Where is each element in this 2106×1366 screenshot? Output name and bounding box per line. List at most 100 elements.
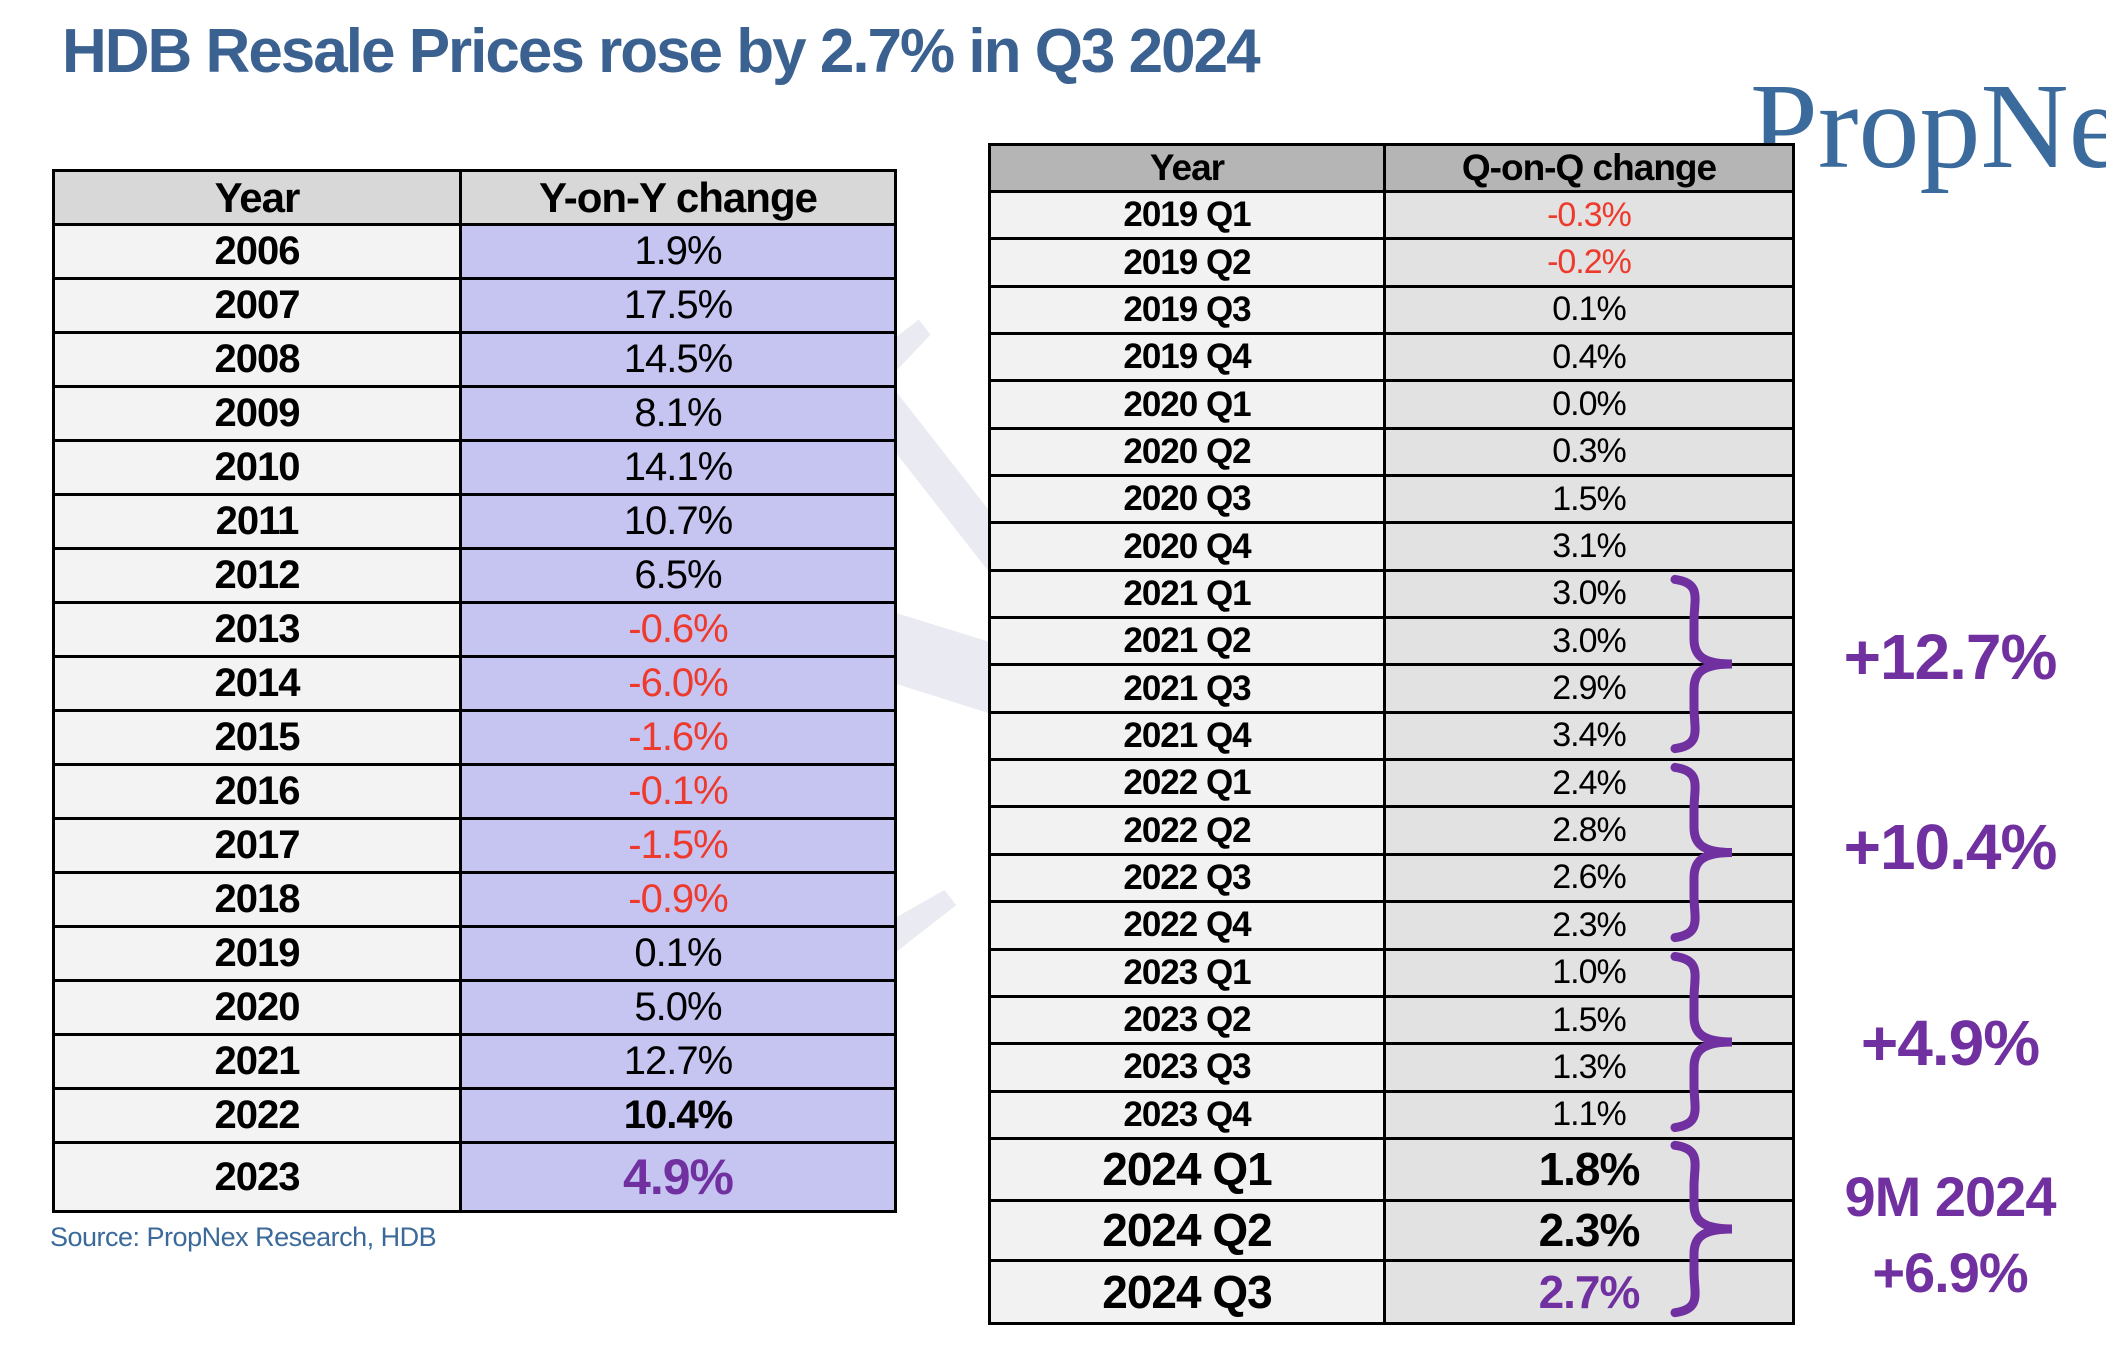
- table-row: 2011 10.7%: [55, 496, 894, 550]
- source-note: Source: PropNex Research, HDB: [50, 1222, 437, 1252]
- year-cell: 2008: [55, 334, 459, 385]
- value-cell: -0.6%: [459, 604, 894, 655]
- year-cell: 2021: [55, 1036, 459, 1087]
- year-cell: 2017: [55, 820, 459, 871]
- qoq-table: Year Q-on-Q change 2019 Q1 -0.3% 2019 Q2-…: [988, 143, 1795, 1325]
- quarter-cell: 2019 Q2: [991, 240, 1383, 285]
- table-row: 2022 Q3 2.6%: [991, 855, 1792, 904]
- table-row: 2021 Q3 2.9%: [991, 666, 1792, 714]
- page-title: HDB Resale Prices rose by 2.7% in Q3 202…: [62, 17, 1261, 86]
- value-cell: -0.2%: [1383, 240, 1792, 285]
- value-cell: 1.5%: [1383, 997, 1792, 1043]
- value-cell: 2.6%: [1383, 855, 1792, 901]
- table-row: 2006 1.9%: [55, 226, 894, 280]
- table-row: 2010 14.1%: [55, 442, 894, 496]
- quarter-cell: 2024 Q3: [991, 1261, 1383, 1322]
- annotation-2022-total: +10.4%: [1843, 811, 2058, 883]
- table-row: 2024 Q3 2.7%: [991, 1261, 1792, 1322]
- year-cell: 2016: [55, 766, 459, 817]
- column-header-yoy-change: Y-on-Y change: [459, 172, 894, 223]
- value-cell: 2.3%: [1383, 903, 1792, 948]
- quarter-cell: 2021 Q4: [991, 713, 1383, 759]
- table-row: 2019 Q4 0.4%: [991, 335, 1792, 383]
- quarter-cell: 2021 Q2: [991, 619, 1383, 664]
- quarter-cell: 2022 Q3: [991, 855, 1383, 901]
- table-row: 2021 12.7%: [55, 1036, 894, 1090]
- value-cell: -1.5%: [459, 820, 894, 871]
- value-cell: 1.9%: [459, 226, 894, 277]
- value-cell: 2.9%: [1383, 666, 1792, 711]
- value-cell: 1.5%: [1383, 477, 1792, 522]
- quarter-cell: 2019 Q4: [991, 335, 1383, 380]
- table-row: 2017 -1.5%: [55, 820, 894, 874]
- quarter-cell: 2022 Q2: [991, 808, 1383, 853]
- table-row: 2021 Q1 3.0%: [991, 571, 1792, 620]
- year-cell: 2022: [55, 1090, 459, 1141]
- table-row: 2022 10.4%: [55, 1090, 894, 1144]
- table-row: 2022 Q4 2.3%: [991, 903, 1792, 951]
- value-cell: -1.6%: [459, 712, 894, 763]
- annotation-2021-total: +12.7%: [1843, 621, 2058, 693]
- value-cell: 1.8%: [1383, 1139, 1792, 1199]
- year-cell: 2010: [55, 442, 459, 493]
- value-cell: 5.0%: [459, 982, 894, 1033]
- table-row: 2019 0.1%: [55, 928, 894, 982]
- table-row: 2020 Q3 1.5%: [991, 477, 1792, 525]
- quarter-cell: 2020 Q2: [991, 429, 1383, 475]
- value-cell: 2.8%: [1383, 808, 1792, 853]
- value-cell: 0.1%: [459, 928, 894, 979]
- year-cell: 2014: [55, 658, 459, 709]
- year-cell: 2019: [55, 928, 459, 979]
- quarter-cell: 2022 Q4: [991, 903, 1383, 948]
- year-cell: 2020: [55, 982, 459, 1033]
- value-cell: -6.0%: [459, 658, 894, 709]
- table-row: 2009 8.1%: [55, 388, 894, 442]
- table-row: 2019 Q2 -0.2%: [991, 240, 1792, 288]
- value-cell: 2.4%: [1383, 761, 1792, 806]
- quarter-cell: 2023 Q2: [991, 997, 1383, 1043]
- quarter-cell: 2024 Q1: [991, 1139, 1383, 1199]
- table-row: 2023 4.9%: [55, 1144, 894, 1210]
- quarter-cell: 2020 Q1: [991, 382, 1383, 427]
- quarter-cell: 2023 Q3: [991, 1045, 1383, 1090]
- yoy-table: Year Y-on-Y change 2006 1.9% 2007 17.5% 20…: [52, 169, 897, 1213]
- quarter-cell: 2019 Q3: [991, 287, 1383, 333]
- quarter-cell: 2021 Q1: [991, 571, 1383, 617]
- quarter-cell: 2020 Q3: [991, 477, 1383, 522]
- value-cell: 17.5%: [459, 280, 894, 331]
- table-row: 2020 5.0%: [55, 982, 894, 1036]
- quarter-cell: 2023 Q4: [991, 1092, 1383, 1137]
- table-header-row: Year Y-on-Y change: [55, 172, 894, 226]
- annotation-9m2024-total: +6.9%: [1872, 1241, 2028, 1304]
- table-row: 2012 6.5%: [55, 550, 894, 604]
- value-cell: 3.1%: [1383, 524, 1792, 569]
- value-cell: 4.9%: [459, 1144, 894, 1210]
- table-row: 2020 Q4 3.1%: [991, 524, 1792, 572]
- value-cell: 10.4%: [459, 1090, 894, 1141]
- table-row: 2023 Q2 1.5%: [991, 997, 1792, 1046]
- quarter-cell: 2022 Q1: [991, 761, 1383, 806]
- value-cell: 2.7%: [1383, 1261, 1792, 1322]
- value-cell: 14.5%: [459, 334, 894, 385]
- year-cell: 2007: [55, 280, 459, 331]
- table-row: 2023 Q4 1.1%: [991, 1092, 1792, 1140]
- table-row: 2019 Q3 0.1%: [991, 287, 1792, 336]
- value-cell: 3.0%: [1383, 571, 1792, 617]
- value-cell: 1.1%: [1383, 1092, 1792, 1137]
- value-cell: -0.1%: [459, 766, 894, 817]
- quarter-cell: 2020 Q4: [991, 524, 1383, 569]
- table-row: 2015 -1.6%: [55, 712, 894, 766]
- value-cell: 0.3%: [1383, 429, 1792, 475]
- value-cell: 0.0%: [1383, 382, 1792, 427]
- value-cell: 0.4%: [1383, 335, 1792, 380]
- value-cell: 8.1%: [459, 388, 894, 439]
- value-cell: 10.7%: [459, 496, 894, 547]
- table-row: 2014 -6.0%: [55, 658, 894, 712]
- table-row: 2019 Q1 -0.3%: [991, 193, 1792, 241]
- column-header-year: Year: [991, 146, 1383, 190]
- quarter-cell: 2021 Q3: [991, 666, 1383, 711]
- column-header-year: Year: [55, 172, 459, 223]
- quarter-cell: 2023 Q1: [991, 950, 1383, 995]
- year-cell: 2013: [55, 604, 459, 655]
- table-row: 2023 Q3 1.3%: [991, 1045, 1792, 1093]
